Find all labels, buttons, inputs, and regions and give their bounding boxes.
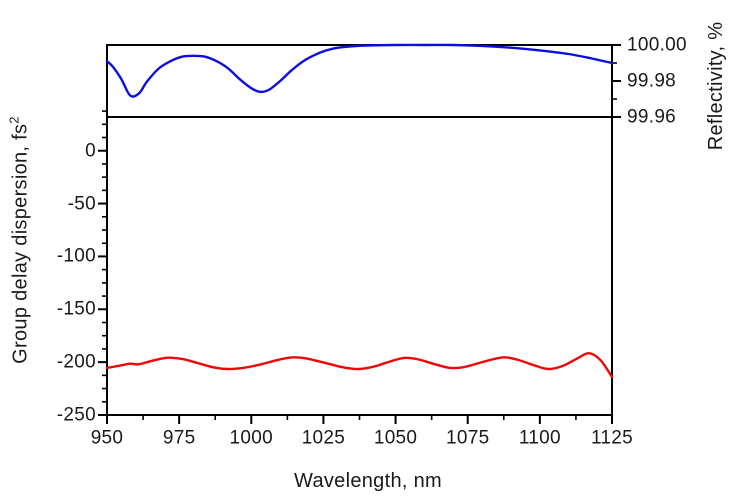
y-right-tick-label: 100.00 [627,34,687,56]
y-left-tick-label: -150 [56,298,96,320]
y-left-tick-label: -100 [56,245,96,267]
y-axis-title-left-superscript: 2 [6,116,22,124]
y-left-tick-label: -200 [56,351,96,373]
y-right-tick-label: 99.96 [627,106,677,128]
y-axis-title-right: Reflectivity, % [705,21,727,151]
x-tick-label: 1125 [590,427,634,449]
x-tick-label: 950 [90,427,124,449]
reflectivity-curve [105,43,614,98]
y-left-tick-label: 0 [85,140,96,162]
gdd-curve [105,351,614,379]
x-tick-label: 975 [162,427,196,449]
y-left-tick-label: -50 [67,193,96,215]
y-left-tick-label: -250 [56,404,96,426]
x-axis-title: Wavelength, nm [294,470,442,492]
y-axis-title-left-text: Group delay dispersion, fs [9,123,32,364]
y-right-tick-label: 99.98 [627,70,677,92]
x-tick-label: 1075 [445,427,490,449]
y-axis-title-left: Group delay dispersion, fs2 [6,116,32,364]
x-tick-label: 1050 [373,427,418,449]
x-tick-label: 1100 [518,427,561,449]
x-tick-label: 1025 [301,427,346,449]
x-tick-label: 1000 [229,427,274,449]
